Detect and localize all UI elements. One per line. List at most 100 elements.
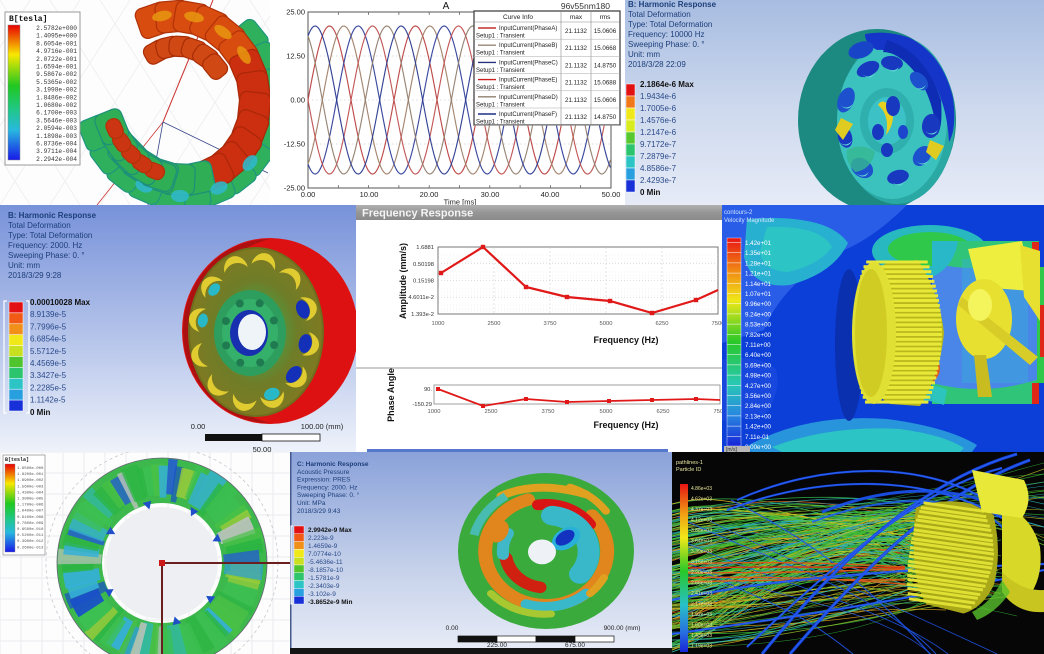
svg-text:1.8486e-002: 1.8486e-002 bbox=[36, 94, 77, 101]
svg-text:2018/3/29 9:28: 2018/3/29 9:28 bbox=[8, 271, 62, 280]
svg-text:21.1132: 21.1132 bbox=[565, 45, 587, 52]
svg-text:0.00: 0.00 bbox=[191, 422, 206, 431]
svg-text:225.00: 225.00 bbox=[487, 642, 507, 649]
svg-text:Amplitude (mm/s): Amplitude (mm/s) bbox=[398, 243, 408, 319]
svg-text:InputCurrent(PhaseF): InputCurrent(PhaseF) bbox=[499, 112, 557, 118]
svg-text:1.68e+03: 1.68e+03 bbox=[691, 623, 712, 629]
svg-text:Frequency (Hz): Frequency (Hz) bbox=[593, 420, 658, 430]
svg-text:1000: 1000 bbox=[432, 321, 445, 327]
svg-text:15.0668: 15.0668 bbox=[594, 45, 617, 52]
svg-text:Total Deformation: Total Deformation bbox=[628, 10, 691, 19]
svg-text:0 Min: 0 Min bbox=[30, 408, 51, 417]
svg-text:6.8736e-004: 6.8736e-004 bbox=[36, 141, 77, 148]
svg-text:21.1132: 21.1132 bbox=[565, 28, 587, 35]
svg-text:8.6054e-001: 8.6054e-001 bbox=[36, 40, 77, 47]
svg-text:2500: 2500 bbox=[485, 409, 498, 415]
svg-text:1.42e+00: 1.42e+00 bbox=[745, 424, 772, 431]
svg-text:0.00: 0.00 bbox=[290, 96, 305, 105]
svg-text:10.00: 10.00 bbox=[360, 190, 379, 199]
svg-text:1.4095e+000: 1.4095e+000 bbox=[36, 33, 77, 40]
svg-text:2018/3/28 22:09: 2018/3/28 22:09 bbox=[628, 60, 686, 69]
svg-text:5000: 5000 bbox=[600, 409, 613, 415]
svg-text:1.1142e-5: 1.1142e-5 bbox=[30, 396, 66, 405]
svg-text:2.2285e-5: 2.2285e-5 bbox=[30, 383, 67, 392]
svg-text:InputCurrent(PhaseB): InputCurrent(PhaseB) bbox=[499, 43, 557, 49]
svg-text:1.35e+01: 1.35e+01 bbox=[745, 250, 772, 257]
svg-text:2.13e+00: 2.13e+00 bbox=[745, 413, 772, 420]
svg-text:1.07e+01: 1.07e+01 bbox=[745, 291, 772, 298]
svg-text:6250: 6250 bbox=[656, 321, 669, 327]
svg-text:5.5365e-002: 5.5365e-002 bbox=[36, 79, 77, 86]
svg-text:-1.5781e-9: -1.5781e-9 bbox=[308, 575, 340, 582]
svg-text:1.7005e-6: 1.7005e-6 bbox=[640, 104, 677, 113]
svg-text:2.9942e-9 Max: 2.9942e-9 Max bbox=[308, 527, 352, 534]
svg-text:3.15e+03: 3.15e+03 bbox=[691, 560, 712, 566]
svg-text:2.90e+03: 2.90e+03 bbox=[691, 570, 712, 576]
svg-text:21.1132: 21.1132 bbox=[565, 114, 587, 121]
svg-text:2.1864e-6 Max: 2.1864e-6 Max bbox=[640, 80, 694, 89]
svg-text:Setup1 : Transient: Setup1 : Transient bbox=[476, 68, 525, 74]
svg-text:0.15198: 0.15198 bbox=[413, 279, 434, 285]
svg-text:-5.4636e-11: -5.4636e-11 bbox=[308, 559, 343, 566]
svg-text:0 Min: 0 Min bbox=[640, 188, 661, 197]
svg-text:A: A bbox=[443, 1, 450, 12]
svg-text:20.00: 20.00 bbox=[420, 190, 439, 199]
svg-text:1.6594e-001: 1.6594e-001 bbox=[36, 64, 77, 71]
svg-text:B: Harmonic Response: B: Harmonic Response bbox=[8, 211, 97, 220]
svg-text:4.37e+03: 4.37e+03 bbox=[691, 507, 712, 513]
svg-text:6.40e+00: 6.40e+00 bbox=[745, 352, 772, 359]
svg-text:B[tesla]: B[tesla] bbox=[5, 457, 29, 463]
svg-text:4.86e+03: 4.86e+03 bbox=[691, 486, 712, 492]
svg-text:C: Harmonic Response: C: Harmonic Response bbox=[297, 461, 369, 468]
svg-text:2500: 2500 bbox=[488, 321, 501, 327]
svg-text:2.5782e+000: 2.5782e+000 bbox=[36, 25, 77, 32]
svg-text:4.8586e-7: 4.8586e-7 bbox=[640, 164, 677, 173]
svg-text:900.00 (mm): 900.00 (mm) bbox=[604, 625, 641, 632]
svg-text:3.1998e-002: 3.1998e-002 bbox=[36, 87, 77, 94]
svg-text:12.50: 12.50 bbox=[286, 52, 305, 61]
svg-text:7.82e+00: 7.82e+00 bbox=[745, 332, 772, 339]
svg-text:1000: 1000 bbox=[428, 409, 441, 415]
svg-text:1.0400e-007: 1.0400e-007 bbox=[17, 510, 44, 514]
svg-text:4.27e+00: 4.27e+00 bbox=[745, 383, 772, 390]
svg-text:Unit: mm: Unit: mm bbox=[8, 261, 40, 270]
svg-text:1.1898e-003: 1.1898e-003 bbox=[36, 133, 77, 140]
svg-text:1.0680e-002: 1.0680e-002 bbox=[36, 102, 77, 109]
svg-text:-12.50: -12.50 bbox=[284, 140, 305, 149]
svg-text:1.4300e-004: 1.4300e-004 bbox=[17, 491, 44, 495]
svg-text:1.6900e-002: 1.6900e-002 bbox=[17, 479, 44, 483]
svg-text:2.223e-9: 2.223e-9 bbox=[308, 535, 334, 542]
svg-text:2.84e+00: 2.84e+00 bbox=[745, 403, 772, 410]
svg-text:Frequency: 2000. Hz: Frequency: 2000. Hz bbox=[8, 241, 82, 250]
svg-text:4.12e+03: 4.12e+03 bbox=[691, 518, 712, 524]
svg-text:8.9139e-5: 8.9139e-5 bbox=[30, 310, 67, 319]
svg-text:1.9434e-6: 1.9434e-6 bbox=[640, 92, 677, 101]
svg-text:7500: 7500 bbox=[712, 321, 722, 327]
svg-text:7.7996e-5: 7.7996e-5 bbox=[30, 322, 67, 331]
svg-text:9.5867e-002: 9.5867e-002 bbox=[36, 71, 77, 78]
svg-text:3.3427e-5: 3.3427e-5 bbox=[30, 371, 67, 380]
svg-text:9.24e+00: 9.24e+00 bbox=[745, 311, 772, 318]
svg-text:50.00: 50.00 bbox=[602, 190, 621, 199]
svg-text:1.21e+01: 1.21e+01 bbox=[745, 271, 772, 278]
svg-text:4.4569e-5: 4.4569e-5 bbox=[30, 359, 67, 368]
svg-text:1.42e+01: 1.42e+01 bbox=[745, 240, 772, 247]
svg-text:5000: 5000 bbox=[600, 321, 613, 327]
svg-text:100.00 (mm): 100.00 (mm) bbox=[301, 422, 344, 431]
svg-text:0.6500e-010: 0.6500e-010 bbox=[17, 528, 44, 532]
svg-text:B[tesla]: B[tesla] bbox=[9, 15, 47, 24]
svg-text:[m/s]: [m/s] bbox=[726, 447, 737, 452]
svg-text:2.66e+03: 2.66e+03 bbox=[691, 581, 712, 587]
svg-text:25.00: 25.00 bbox=[286, 8, 305, 17]
svg-text:21.1132: 21.1132 bbox=[565, 80, 587, 87]
svg-text:Type: Total Deformation: Type: Total Deformation bbox=[628, 20, 712, 29]
svg-text:Unit: MPa: Unit: MPa bbox=[297, 500, 326, 507]
svg-text:0.3900e-012: 0.3900e-012 bbox=[17, 540, 44, 544]
svg-text:6.1700e-003: 6.1700e-003 bbox=[36, 110, 77, 117]
svg-text:Frequency Response: Frequency Response bbox=[362, 208, 473, 220]
svg-text:rms: rms bbox=[600, 14, 612, 21]
svg-text:0.50198: 0.50198 bbox=[413, 262, 434, 268]
svg-text:3750: 3750 bbox=[544, 321, 557, 327]
svg-text:9.7172e-7: 9.7172e-7 bbox=[640, 140, 677, 149]
svg-text:0.9100e-008: 0.9100e-008 bbox=[17, 516, 44, 520]
